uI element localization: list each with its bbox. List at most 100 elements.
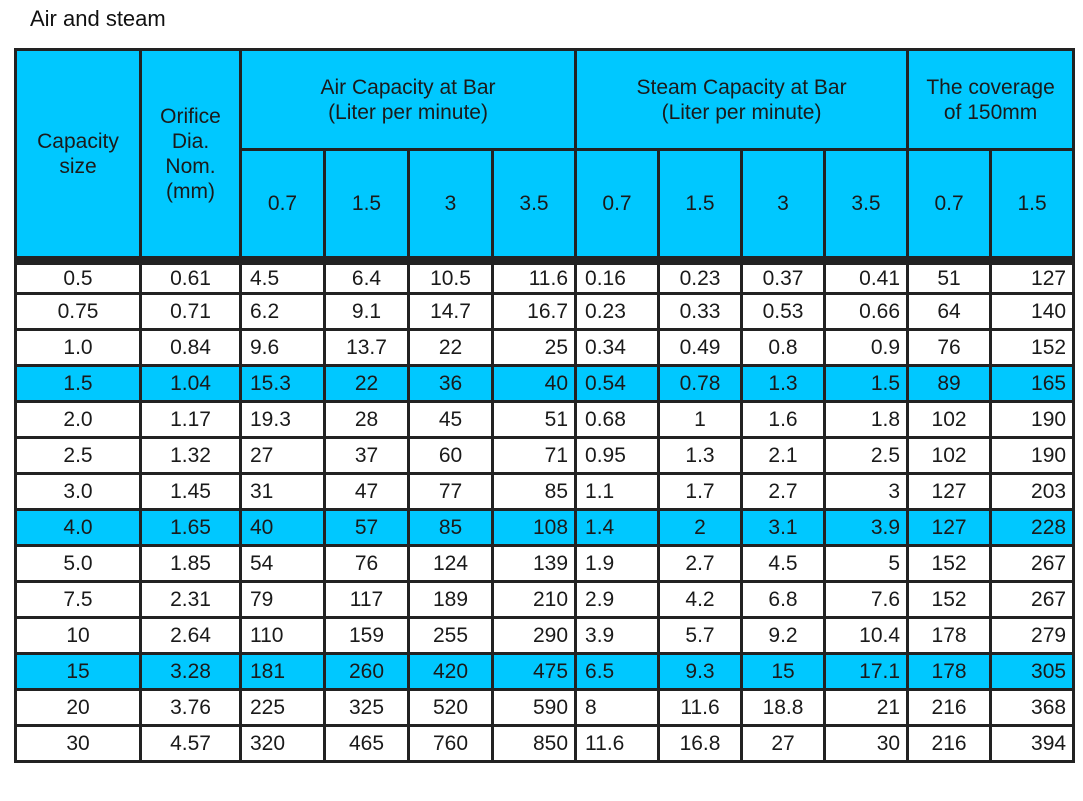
cell-coverage: 228	[992, 511, 1076, 547]
cell-air-capacity: 325	[326, 691, 410, 727]
header-air-bar-3: 3.5	[494, 151, 578, 259]
cell-capacity-size: 0.5	[17, 259, 142, 295]
cell-steam-capacity: 1	[660, 403, 744, 439]
cell-orifice-dia: 0.84	[142, 331, 242, 367]
cell-steam-capacity: 2.7	[660, 547, 744, 583]
table-row: 10 2.64 110 159 255 290 3.9 5.7 9.2 10.4 178 279	[17, 619, 1076, 655]
cell-coverage: 216	[909, 727, 993, 763]
cell-air-capacity: 225	[242, 691, 326, 727]
cell-air-capacity: 10.5	[410, 259, 494, 295]
cell-steam-capacity: 0.49	[660, 331, 744, 367]
cell-steam-capacity: 5	[826, 547, 910, 583]
table-row: 2.5 1.32 27 37 60 71 0.95 1.3 2.1 2.5 102 190	[17, 439, 1076, 475]
cell-steam-capacity: 9.3	[660, 655, 744, 691]
cell-steam-capacity: 17.1	[826, 655, 910, 691]
cell-steam-capacity: 0.78	[660, 367, 744, 403]
header-air-line2: (Liter per minute)	[328, 100, 488, 124]
cell-coverage: 190	[992, 439, 1076, 475]
cell-air-capacity: 31	[242, 475, 326, 511]
cell-steam-capacity: 6.5	[577, 655, 661, 691]
cell-steam-capacity: 1.5	[826, 367, 910, 403]
cell-air-capacity: 40	[494, 367, 578, 403]
cell-steam-capacity: 18.8	[743, 691, 827, 727]
cell-orifice-dia: 1.65	[142, 511, 242, 547]
header-coverage-bar-0: 0.7	[909, 151, 993, 259]
cell-air-capacity: 37	[326, 439, 410, 475]
cell-steam-capacity: 7.6	[826, 583, 910, 619]
table-row: 0.75 0.71 6.2 9.1 14.7 16.7 0.23 0.33 0.53 0.66 64…	[17, 295, 1076, 331]
cell-capacity-size: 3.0	[17, 475, 142, 511]
header-capacity-size-line2: size	[59, 154, 97, 178]
cell-air-capacity: 4.5	[242, 259, 326, 295]
header-orifice-line2: Dia.	[171, 129, 210, 153]
capacity-table-container: Capacity size Orifice Dia. Nom. (mm) Air…	[14, 48, 1076, 763]
cell-coverage: 89	[909, 367, 993, 403]
cell-coverage: 305	[992, 655, 1076, 691]
cell-coverage: 127	[909, 511, 993, 547]
header-orifice-line4: (mm)	[166, 179, 215, 203]
cell-air-capacity: 22	[410, 331, 494, 367]
cell-air-capacity: 45	[410, 403, 494, 439]
cell-steam-capacity: 3	[826, 475, 910, 511]
cell-steam-capacity: 2.1	[743, 439, 827, 475]
cell-orifice-dia: 2.31	[142, 583, 242, 619]
cell-air-capacity: 108	[494, 511, 578, 547]
cell-capacity-size: 10	[17, 619, 142, 655]
cell-orifice-dia: 3.76	[142, 691, 242, 727]
table-row: 3.0 1.45 31 47 77 85 1.1 1.7 2.7 3 127 203	[17, 475, 1076, 511]
cell-air-capacity: 475	[494, 655, 578, 691]
cell-orifice-dia: 0.71	[142, 295, 242, 331]
cell-air-capacity: 290	[494, 619, 578, 655]
cell-steam-capacity: 30	[826, 727, 910, 763]
cell-steam-capacity: 0.23	[577, 295, 661, 331]
cell-air-capacity: 25	[494, 331, 578, 367]
header-coverage-bar-1: 1.5	[992, 151, 1076, 259]
header-air-bar-1: 1.5	[326, 151, 410, 259]
cell-air-capacity: 124	[410, 547, 494, 583]
header-air-line1: Air Capacity at Bar	[320, 75, 496, 99]
cell-coverage: 140	[992, 295, 1076, 331]
cell-coverage: 152	[909, 583, 993, 619]
cell-steam-capacity: 0.8	[743, 331, 827, 367]
cell-capacity-size: 15	[17, 655, 142, 691]
cell-steam-capacity: 16.8	[660, 727, 744, 763]
cell-air-capacity: 181	[242, 655, 326, 691]
cell-air-capacity: 57	[326, 511, 410, 547]
cell-steam-capacity: 0.37	[743, 259, 827, 295]
header-orifice-line1: Orifice	[160, 104, 221, 128]
cell-air-capacity: 210	[494, 583, 578, 619]
cell-steam-capacity: 4.5	[743, 547, 827, 583]
table-header: Capacity size Orifice Dia. Nom. (mm) Air…	[17, 51, 1076, 259]
header-coverage-line1: The coverage	[926, 75, 1055, 99]
cell-steam-capacity: 11.6	[660, 691, 744, 727]
cell-coverage: 64	[909, 295, 993, 331]
cell-steam-capacity: 0.41	[826, 259, 910, 295]
cell-steam-capacity: 1.4	[577, 511, 661, 547]
cell-steam-capacity: 27	[743, 727, 827, 763]
header-steam-bar-0: 0.7	[577, 151, 661, 259]
header-coverage: The coverage of 150mm	[909, 51, 1076, 151]
cell-air-capacity: 255	[410, 619, 494, 655]
cell-steam-capacity: 0.16	[577, 259, 661, 295]
cell-air-capacity: 110	[242, 619, 326, 655]
header-steam-bar-1: 1.5	[660, 151, 744, 259]
cell-air-capacity: 15.3	[242, 367, 326, 403]
cell-orifice-dia: 0.61	[142, 259, 242, 295]
header-steam-bar-2: 3	[743, 151, 827, 259]
cell-air-capacity: 16.7	[494, 295, 578, 331]
header-steam-line2: (Liter per minute)	[661, 100, 822, 124]
cell-coverage: 51	[909, 259, 993, 295]
cell-air-capacity: 60	[410, 439, 494, 475]
cell-air-capacity: 79	[242, 583, 326, 619]
header-coverage-line2: of 150mm	[943, 100, 1038, 124]
cell-air-capacity: 465	[326, 727, 410, 763]
cell-steam-capacity: 15	[743, 655, 827, 691]
cell-coverage: 178	[909, 655, 993, 691]
cell-steam-capacity: 1.6	[743, 403, 827, 439]
cell-steam-capacity: 3.1	[743, 511, 827, 547]
header-capacity-size-line1: Capacity	[37, 129, 119, 153]
cell-coverage: 368	[992, 691, 1076, 727]
cell-steam-capacity: 1.7	[660, 475, 744, 511]
cell-coverage: 394	[992, 727, 1076, 763]
cell-air-capacity: 36	[410, 367, 494, 403]
